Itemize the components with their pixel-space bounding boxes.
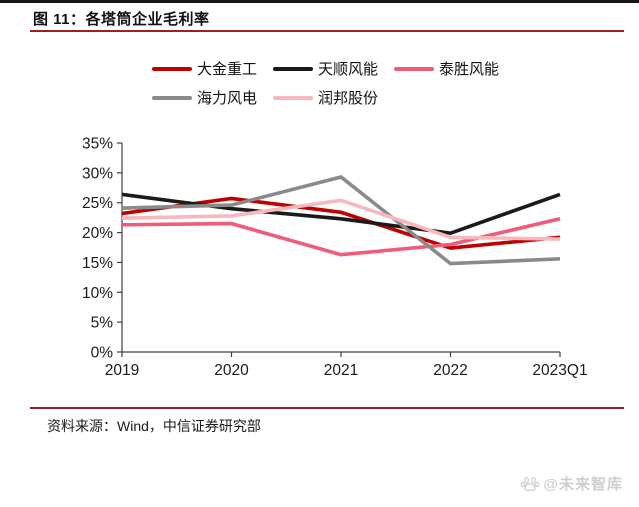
legend-label: 润邦股份 [318,90,379,107]
legend-item: 大金重工 [152,59,257,78]
series-line-天顺风能 [121,192,561,236]
y-tick-label: 35% [82,136,113,153]
y-tick-label: 30% [82,165,113,182]
series-line-泰胜风能 [121,217,561,257]
watermark: @未来智库 [520,473,623,494]
y-tick-label: 10% [82,285,113,302]
legend-item: 泰胜风能 [394,59,499,78]
legend-item: 海力风电 [152,88,257,107]
legend-line-swatch [152,95,192,100]
x-tick-label: 2021 [324,362,358,379]
legend-line-swatch [273,66,314,71]
y-tick-label: 5% [91,315,114,332]
legend-label: 泰胜风能 [439,61,500,78]
y-tick-label: 0% [91,345,114,362]
top-border [0,0,639,3]
legend-label: 大金重工 [197,61,258,78]
series-line-海力风电 [121,175,561,266]
x-tick-label: 2022 [433,362,467,379]
legend-line-swatch [273,95,314,100]
chart-svg: 0% 5% 10% 15% 20% 25% 30% 35% 2019 2020 2021 2022 20… [82,136,588,380]
y-tick-label: 20% [82,225,113,242]
x-tick-label: 2020 [214,362,249,379]
y-tick-label: 15% [82,255,113,272]
x-tick-label: 2023Q1 [532,362,587,379]
footer-divider [30,407,624,409]
series-line-润邦股份 [121,198,561,241]
legend-label: 海力风电 [197,90,258,107]
source-note: 资料来源：Wind，中信证券研究部 [47,418,261,434]
x-tick-label: 2019 [105,362,139,379]
legend-item: 天顺风能 [273,59,378,78]
legend-line-swatch [152,66,192,71]
legend-label: 天顺风能 [318,61,379,78]
title-underline [30,30,624,32]
figure-title: 图 11：各塔筒企业毛利率 [33,11,210,28]
legend-line-swatch [394,66,435,71]
legend-item: 润邦股份 [273,88,378,107]
watermark-text: @未来智库 [543,476,623,493]
paw-icon [521,476,540,491]
y-tick-label: 25% [82,195,113,212]
chart-legend: 大金重工 天顺风能 泰胜风能海力风电 润邦股份 [152,59,552,107]
